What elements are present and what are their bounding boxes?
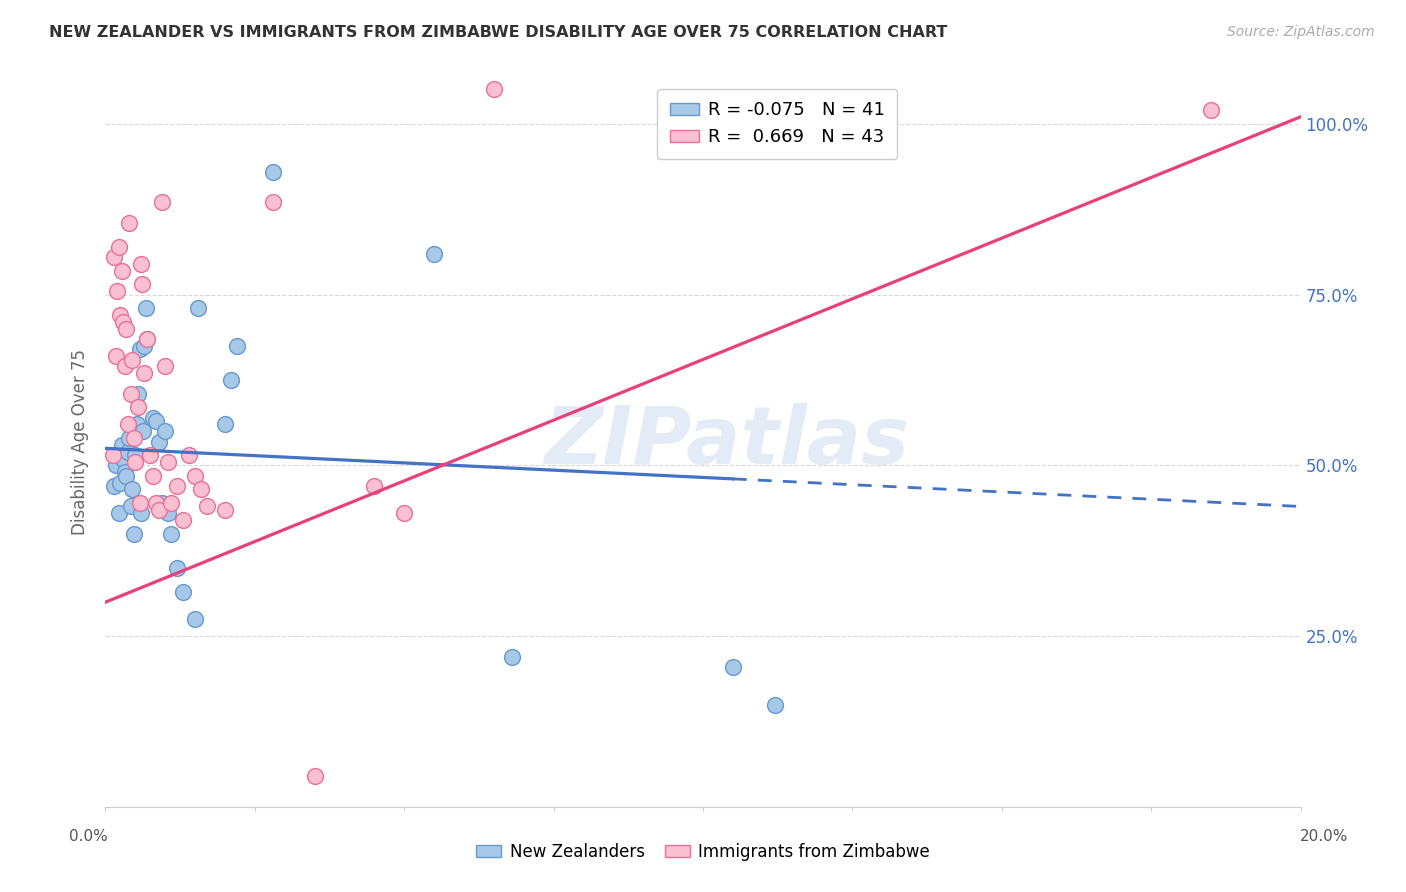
Point: [129, 506, 153, 520]
Point: [136, 332, 159, 346]
Point: [110, 475, 132, 490]
Point: [122, 526, 145, 541]
Point: [129, 257, 153, 271]
Point: [142, 410, 165, 425]
Point: [501, 649, 523, 664]
Point: [127, 386, 149, 401]
Point: [122, 431, 145, 445]
Point: [172, 513, 194, 527]
Point: [153, 425, 177, 439]
Text: 20.0%: 20.0%: [1301, 830, 1348, 844]
Point: [763, 698, 786, 712]
Point: [114, 359, 136, 374]
Point: [187, 301, 209, 316]
Point: [120, 500, 142, 514]
Point: [214, 417, 236, 432]
Point: [129, 496, 152, 510]
Point: [111, 438, 134, 452]
Point: [166, 479, 188, 493]
Legend: New Zealanders, Immigrants from Zimbabwe: New Zealanders, Immigrants from Zimbabwe: [470, 837, 936, 868]
Point: [114, 465, 136, 479]
Point: [157, 506, 180, 520]
Point: [129, 343, 152, 357]
Point: [214, 503, 236, 517]
Point: [120, 386, 142, 401]
Point: [136, 332, 159, 346]
Point: [101, 448, 124, 462]
Point: [121, 352, 143, 367]
Point: [110, 308, 132, 322]
Point: [134, 366, 156, 380]
Point: [127, 401, 149, 415]
Y-axis label: Disability Age Over 75: Disability Age Over 75: [72, 349, 90, 534]
Point: [107, 240, 129, 254]
Point: [160, 526, 183, 541]
Point: [112, 315, 135, 329]
Point: [482, 82, 505, 96]
Point: [139, 448, 162, 462]
Point: [304, 770, 326, 784]
Point: [105, 349, 128, 363]
Point: [118, 431, 141, 445]
Point: [107, 506, 129, 520]
Point: [195, 500, 218, 514]
Point: [107, 284, 129, 298]
Point: [363, 479, 385, 493]
Point: [160, 496, 183, 510]
Point: [262, 195, 284, 210]
Legend: R = -0.075   N = 41, R =  0.669   N = 43: R = -0.075 N = 41, R = 0.669 N = 43: [657, 88, 897, 159]
Point: [1199, 103, 1222, 117]
Point: [124, 448, 146, 462]
Point: [177, 448, 200, 462]
Point: [150, 496, 173, 510]
Point: [145, 414, 167, 428]
Point: [148, 503, 170, 517]
Point: [111, 263, 134, 277]
Point: [132, 425, 155, 439]
Point: [134, 339, 156, 353]
Point: [115, 322, 138, 336]
Text: ZIPatlas: ZIPatlas: [544, 402, 910, 481]
Point: [118, 216, 141, 230]
Text: Source: ZipAtlas.com: Source: ZipAtlas.com: [1227, 25, 1375, 39]
Point: [131, 277, 153, 292]
Point: [145, 496, 167, 510]
Point: [124, 455, 146, 469]
Point: [117, 444, 139, 458]
Text: 0.0%: 0.0%: [69, 830, 108, 844]
Point: [392, 506, 416, 520]
Point: [219, 373, 242, 387]
Point: [117, 417, 139, 432]
Point: [423, 246, 446, 260]
Point: [125, 417, 148, 432]
Text: NEW ZEALANDER VS IMMIGRANTS FROM ZIMBABWE DISABILITY AGE OVER 75 CORRELATION CHA: NEW ZEALANDER VS IMMIGRANTS FROM ZIMBABW…: [49, 25, 948, 40]
Point: [184, 612, 207, 626]
Point: [184, 468, 207, 483]
Point: [153, 359, 177, 374]
Point: [148, 434, 170, 449]
Point: [135, 301, 157, 316]
Point: [225, 339, 249, 353]
Point: [115, 468, 138, 483]
Point: [262, 164, 284, 178]
Point: [103, 479, 125, 493]
Point: [190, 483, 212, 497]
Point: [150, 195, 173, 210]
Point: [121, 483, 143, 497]
Point: [157, 455, 180, 469]
Point: [166, 561, 188, 575]
Point: [721, 660, 744, 674]
Point: [105, 458, 128, 473]
Point: [103, 250, 125, 264]
Point: [112, 451, 135, 466]
Point: [172, 585, 194, 599]
Point: [142, 468, 165, 483]
